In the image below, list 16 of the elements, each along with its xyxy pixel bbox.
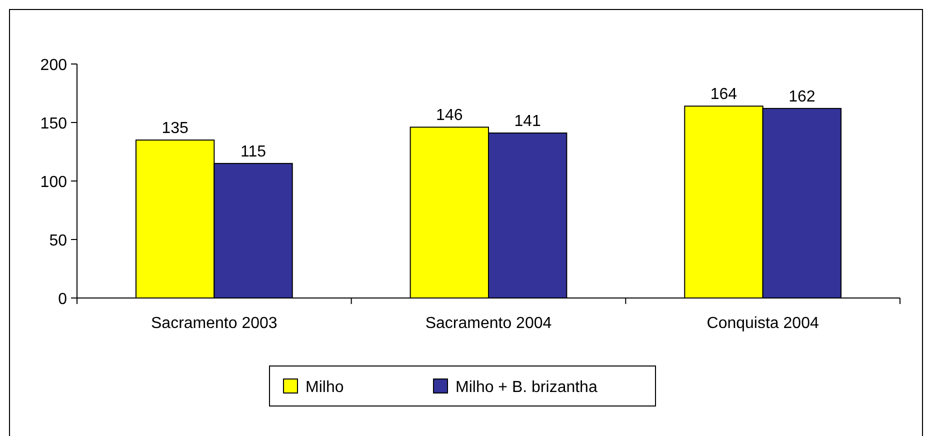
data-label: 146 [436, 107, 463, 124]
x-tick-label: Sacramento 2003 [151, 315, 278, 332]
y-tick-label: 50 [49, 232, 68, 250]
y-tick-label: 100 [40, 174, 68, 191]
x-tick-label: Conquista 2004 [706, 315, 819, 332]
y-tick-label: 150 [40, 116, 68, 132]
data-label: 115 [240, 143, 266, 160]
x-tick-label: Sacramento 2004 [425, 315, 552, 332]
y-tick-label: 0 [58, 291, 68, 308]
data-label: 162 [788, 88, 816, 106]
y-tick-label: 200 [40, 57, 68, 74]
data-label: 135 [162, 120, 189, 138]
data-label: 164 [710, 86, 738, 104]
legend-label: Milho + B. brizantha [456, 379, 598, 396]
data-label: 141 [514, 113, 542, 130]
legend-label: Milho [306, 379, 344, 396]
